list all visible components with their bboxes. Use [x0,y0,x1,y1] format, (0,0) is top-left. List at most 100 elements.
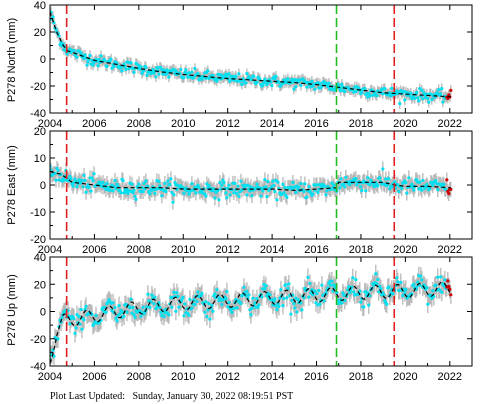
east-panel: P278 East (mm) 2004 2006 2008 2010 2012 2014 2… [6,126,473,256]
north-point [109,57,113,61]
north-point [112,64,116,68]
east-point [166,179,170,183]
up-point [72,316,76,320]
up-point [387,285,391,289]
east-point [407,176,411,180]
north-point [255,80,259,84]
up-point [438,288,442,292]
up-point [162,314,166,318]
north-data-points [50,6,453,109]
north-y-tick-label: 0 [40,54,46,66]
north-point [415,90,419,94]
north-point [75,55,79,59]
up-point [213,292,217,296]
up-data-points [50,264,453,365]
east-point [56,168,60,173]
up-point [133,315,137,320]
up-point [124,302,128,306]
up-point [153,295,157,299]
east-point [302,189,306,193]
east-point [57,178,61,182]
up-point [125,310,129,314]
east-point [75,185,79,189]
north-point [72,48,76,53]
north-point [182,76,186,80]
north-point [440,87,444,91]
up-point [348,291,352,295]
up-point [274,304,278,308]
up-point [315,292,319,296]
east-point [400,187,404,191]
east-point [126,191,130,196]
east-point [164,189,168,194]
east-point [140,186,144,190]
north-point [449,88,453,92]
north-point [416,96,420,100]
east-point [311,192,315,196]
east-point [342,182,346,186]
east-point [299,181,303,186]
up-point [242,285,246,289]
north-point [340,82,344,86]
north-point [270,84,274,88]
up-point [286,286,290,291]
up-point [131,305,135,310]
up-point [170,305,174,309]
north-point [290,78,294,82]
north-point [86,60,90,64]
up-point [207,302,211,306]
up-point [347,285,351,289]
north-point [273,77,277,81]
east-y-tick-label: 10 [34,153,46,165]
up-point [158,305,162,310]
up-point [289,312,293,316]
north-point [228,79,232,83]
east-point [285,195,289,199]
east-y-tick-label: 0 [40,180,46,192]
up-point [396,280,400,284]
up-point [279,288,283,292]
up-point [82,318,86,322]
east-point [92,172,96,176]
north-point [413,96,417,100]
east-point [272,183,276,187]
north-x-tick-label: 2008 [127,118,151,130]
up-point [449,293,453,297]
up-point [119,308,123,313]
up-point [346,288,350,292]
up-point [447,284,451,289]
east-x-tick-label: 2008 [127,244,151,256]
east-point [419,186,423,190]
east-point [113,178,117,183]
east-point [160,194,164,198]
up-point [74,326,78,330]
north-point [139,65,143,69]
up-point [431,289,435,293]
up-point [193,303,197,307]
north-point [88,53,92,58]
east-point [239,179,243,183]
north-point [263,77,267,81]
north-trend-line [50,11,451,98]
north-point [165,68,169,72]
east-x-tick-label: 2006 [82,244,106,256]
up-point [210,303,214,307]
east-ylabel: P278 East (mm) [6,145,18,224]
plot-updated-footer: Plot Last Updated: Sunday, January 30, 2… [50,391,293,402]
east-point [133,194,137,198]
up-point [330,279,334,283]
north-point [441,100,445,104]
east-point [255,182,259,186]
up-point [287,282,291,286]
east-point [248,189,252,193]
north-point [403,98,407,102]
footer-timestamp: Sunday, January 30, 2022 08:19:51 PST [132,391,294,402]
up-point [73,331,77,335]
up-point [181,295,185,299]
east-point [232,191,236,195]
up-point [250,306,254,311]
east-point [158,184,162,188]
north-point [439,92,443,96]
north-point [99,54,103,58]
